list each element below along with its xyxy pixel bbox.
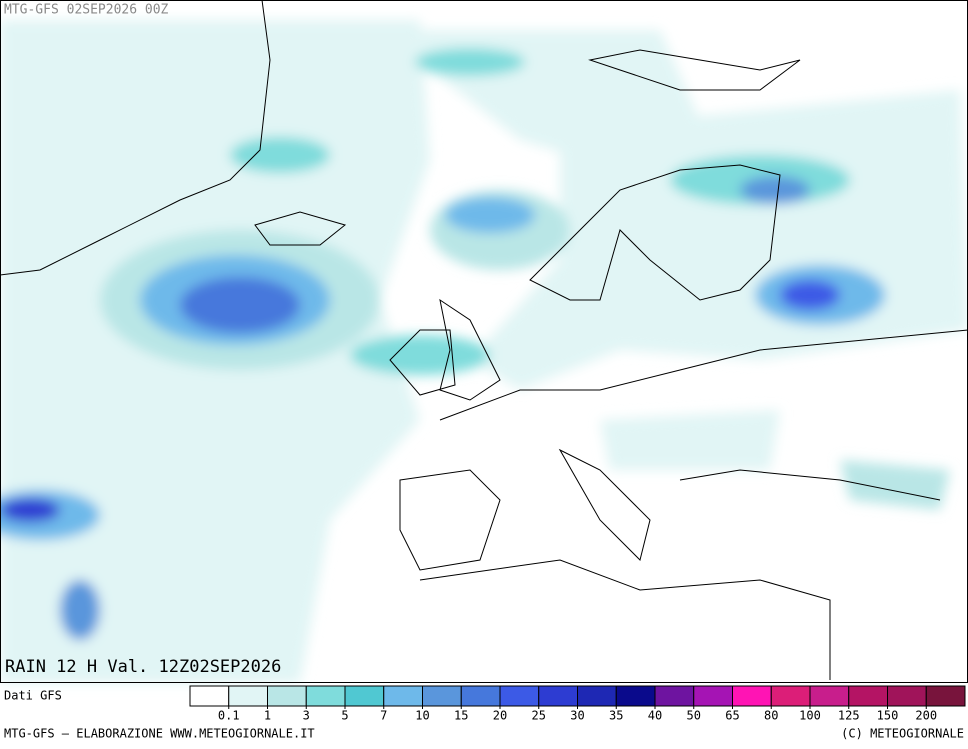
colorbar-box <box>344 685 385 707</box>
footer-left: MTG-GFS — ELABORAZIONE WWW.METEOGIORNALE… <box>4 727 315 741</box>
colorbar-box <box>693 685 733 707</box>
colorbar-level-label: 30 <box>570 709 584 723</box>
colorbar-level-label: 50 <box>687 709 701 723</box>
colorbar-box <box>615 685 656 707</box>
colorbar-level-label: 35 <box>609 709 623 723</box>
colorbar-box <box>228 685 268 707</box>
colorbar-level-label: 40 <box>648 709 662 723</box>
colorbar: Dati GFS 0.1 1 3 5 7 10 15 20 25 30 35 40 50 65 80 100 1… <box>4 685 966 723</box>
colorbar-box <box>732 685 772 707</box>
colorbar-level-label: 10 <box>415 709 429 723</box>
colorbar-box <box>460 685 501 707</box>
colorbar-box <box>499 685 540 707</box>
model-run-label: MTG-GFS 02SEP2026 00Z <box>4 3 169 18</box>
field-label: RAIN 12 H Val. 12Z02SEP2026 <box>5 657 281 677</box>
precipitation-field <box>0 20 968 683</box>
colorbar-level-label: 3 <box>303 709 310 723</box>
colorbar-box <box>189 685 230 707</box>
colorbar-box <box>654 685 695 707</box>
colorbar-box <box>577 685 617 707</box>
colorbar-level-label: 125 <box>838 709 860 723</box>
colorbar-level-label: 1 <box>264 709 271 723</box>
footer-right: (C) METEOGIORNALE <box>841 727 964 741</box>
colorbar-box <box>383 685 423 707</box>
colorbar-level-label: 80 <box>764 709 778 723</box>
colorbar-level-label: 7 <box>380 709 387 723</box>
colorbar-level-label: 15 <box>454 709 468 723</box>
map: MTG-GFS 02SEP2026 00Z RAIN 12 H Val. 12Z… <box>0 0 968 683</box>
colorbar-box <box>267 685 307 707</box>
colorbar-box <box>848 685 888 707</box>
colorbar-box <box>887 685 927 707</box>
colorbar-level-label: 0.1 <box>218 709 240 723</box>
colorbar-box <box>809 685 850 707</box>
colorbar-box <box>305 685 346 707</box>
colorbar-level-label: 5 <box>341 709 348 723</box>
coastlines <box>0 0 968 680</box>
colorbar-box <box>538 685 578 707</box>
colorbar-level-label: 150 <box>877 709 899 723</box>
colorbar-level-label: 200 <box>915 709 937 723</box>
colorbar-level-label: 25 <box>532 709 546 723</box>
colorbar-box <box>770 685 811 707</box>
colorbar-level-label: 20 <box>493 709 507 723</box>
colorbar-box <box>925 685 966 707</box>
colorbar-box <box>422 685 462 707</box>
colorbar-level-label: 100 <box>799 709 821 723</box>
colorbar-level-label: 65 <box>725 709 739 723</box>
source-label: Dati GFS <box>4 689 62 703</box>
